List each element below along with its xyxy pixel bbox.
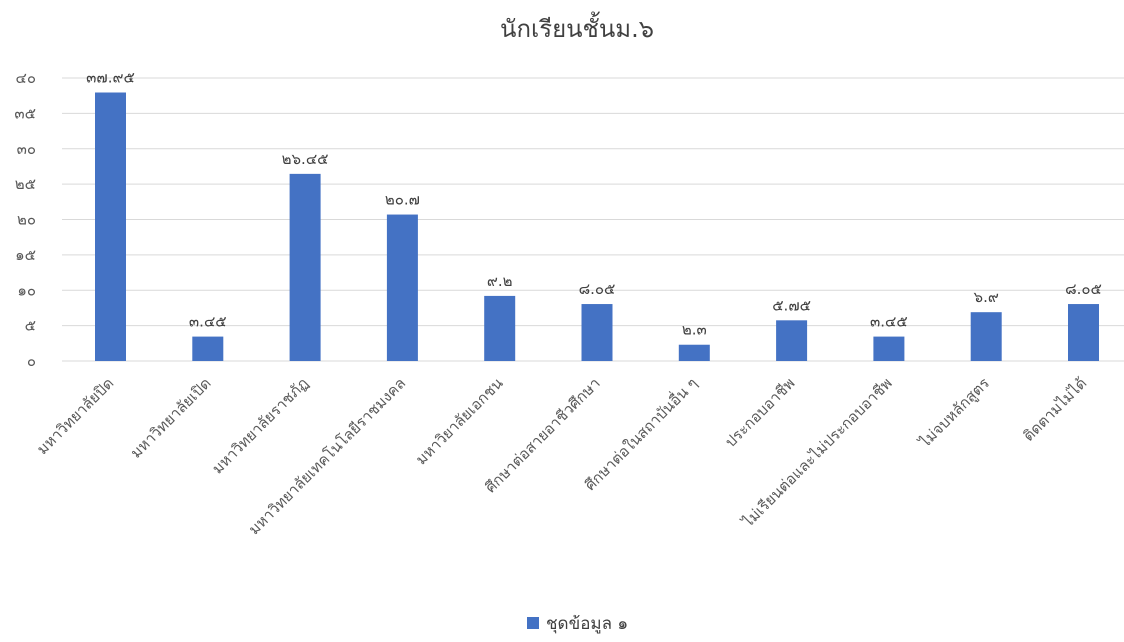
data-label: ๓.๔๕ xyxy=(870,313,908,331)
bar xyxy=(192,336,224,361)
bar xyxy=(484,295,516,361)
data-label: ๒๖.๔๕ xyxy=(282,150,329,168)
x-category-label: มหาวิทยาลัยเปิด xyxy=(127,374,215,462)
bar xyxy=(678,344,710,361)
data-label: ๒๐.๗ xyxy=(385,191,420,209)
legend-label: ชุดข้อมูล ๑ xyxy=(546,614,628,634)
y-tick-label: ๔๐ xyxy=(15,69,36,87)
x-category-label: ติดตามไม่ได้ xyxy=(1019,374,1090,445)
y-axis-ticks: ๐ ๕ ๑๐ ๑๕ ๒๐ ๒๕ ๓๐ ๓๕ ๔๐ xyxy=(14,69,36,370)
x-category-label: ประกอบอาชีพ xyxy=(722,374,799,451)
bar xyxy=(289,173,321,361)
bar xyxy=(776,320,808,361)
legend-swatch xyxy=(527,617,539,629)
y-tick-label: ๒๕ xyxy=(15,175,36,193)
x-category-label: มหาวิทยาลัยเทคโนโลยีราชมงคล xyxy=(245,374,409,538)
gridlines xyxy=(62,77,1124,362)
x-category-label: มหาวิทยาลัยราชภัฏ xyxy=(208,374,311,477)
bar xyxy=(581,304,613,361)
y-tick-label: ๒๐ xyxy=(17,211,36,229)
data-label: ๒.๓ xyxy=(682,321,707,339)
y-tick-label: ๑๕ xyxy=(15,246,36,264)
bars xyxy=(95,92,1099,361)
data-label: ๘.๐๕ xyxy=(579,280,616,298)
data-label: ๖.๙ xyxy=(974,288,999,306)
x-category-label: มหาวิทยาลัยปิด xyxy=(33,374,117,458)
chart-title: นักเรียนชั้นม.๖ xyxy=(500,11,654,43)
y-tick-label: ๓๕ xyxy=(14,104,36,122)
legend: ชุดข้อมูล ๑ xyxy=(527,614,628,634)
bar xyxy=(873,336,905,361)
y-tick-label: ๓๐ xyxy=(17,140,36,158)
data-label: ๕.๗๕ xyxy=(772,296,811,314)
y-tick-label: ๑๐ xyxy=(17,281,36,299)
x-axis-categories: มหาวิทยาลัยปิด มหาวิทยาลัยเปิดมหาวิทยาลัย… xyxy=(33,373,1090,539)
bar xyxy=(95,92,126,361)
data-label: ๙.๒ xyxy=(487,272,513,290)
data-label: ๘.๐๕ xyxy=(1065,280,1102,298)
data-label: ๓๗.๙๕ xyxy=(86,69,135,87)
y-tick-label: ๐ xyxy=(27,352,36,370)
y-tick-label: ๕ xyxy=(25,317,36,335)
data-label: ๓.๔๕ xyxy=(189,313,227,331)
x-category-label: มหาวิยาลัยเอกชน xyxy=(412,374,506,468)
bar xyxy=(386,214,418,361)
bar xyxy=(970,312,1002,361)
bar xyxy=(1068,304,1099,361)
x-category-label: ไม่จบหลักสูตร xyxy=(915,374,993,452)
